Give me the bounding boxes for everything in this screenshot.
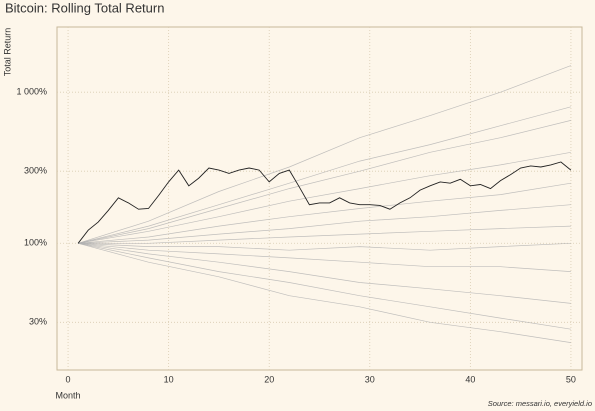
y-axis-label: Total Return	[2, 28, 12, 77]
background-line	[78, 242, 571, 251]
background-line	[78, 120, 571, 244]
y-tick-label: 30%	[29, 317, 47, 327]
background-line	[78, 242, 571, 304]
source: Source: messari.io, everyield.io	[488, 399, 592, 408]
x-tick-label: 50	[566, 374, 576, 384]
background-line	[78, 151, 571, 244]
x-axis-label: Month	[55, 390, 80, 400]
x-tick-label: 10	[164, 374, 174, 384]
x-tick-label: 30	[365, 374, 375, 384]
y-tick-label: 100%	[24, 238, 47, 248]
x-tick-label: 40	[465, 374, 475, 384]
background-line	[78, 242, 571, 330]
background-line	[78, 225, 571, 244]
background-line	[78, 242, 571, 343]
background-line	[77, 65, 572, 244]
plot-border	[56, 26, 583, 371]
x-tick-label: 0	[66, 374, 71, 384]
y-tick-label: 300%	[24, 166, 47, 176]
highlight-line	[77, 161, 572, 244]
y-tick-label: 1 000%	[16, 87, 47, 97]
background-line	[78, 182, 571, 244]
x-tick-label: 20	[264, 374, 274, 384]
background-line	[78, 204, 571, 244]
chart-title: Bitcoin: Rolling Total Return	[5, 0, 164, 15]
background-line	[78, 106, 571, 244]
background-line	[78, 242, 571, 272]
